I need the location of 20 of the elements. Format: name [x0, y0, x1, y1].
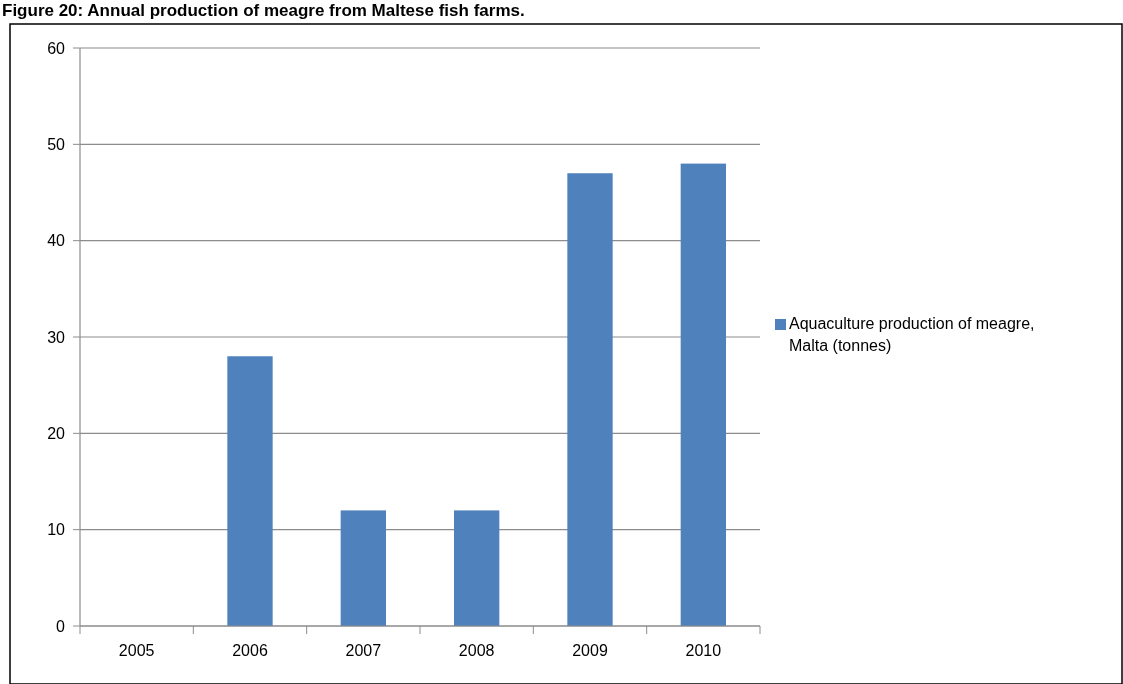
y-tick-label: 10 — [47, 521, 66, 539]
legend-label: Aquaculture production of meagre, Malta (tonnes) — [789, 315, 1035, 354]
bar — [680, 163, 726, 626]
y-tick-label: 50 — [47, 135, 66, 153]
y-tick-label: 60 — [47, 39, 66, 57]
x-tick-label: 2005 — [118, 642, 155, 659]
x-tick-label: 2007 — [345, 642, 382, 659]
y-tick-label: 20 — [47, 424, 66, 442]
bar — [567, 173, 613, 626]
y-tick-label: 0 — [56, 617, 66, 635]
x-tick-label: 2010 — [685, 642, 722, 659]
x-tick-label: 2009 — [572, 642, 608, 659]
x-tick-label: 2006 — [232, 642, 268, 659]
bar — [454, 510, 500, 626]
y-tick-label: 40 — [47, 232, 66, 250]
chart-title: Figure 20: Annual production of meagre from Maltese fish farms. — [2, 1, 525, 20]
y-tick-label: 30 — [47, 328, 66, 346]
bar — [227, 356, 273, 626]
bar — [340, 510, 386, 626]
x-tick-label: 2008 — [458, 642, 495, 659]
